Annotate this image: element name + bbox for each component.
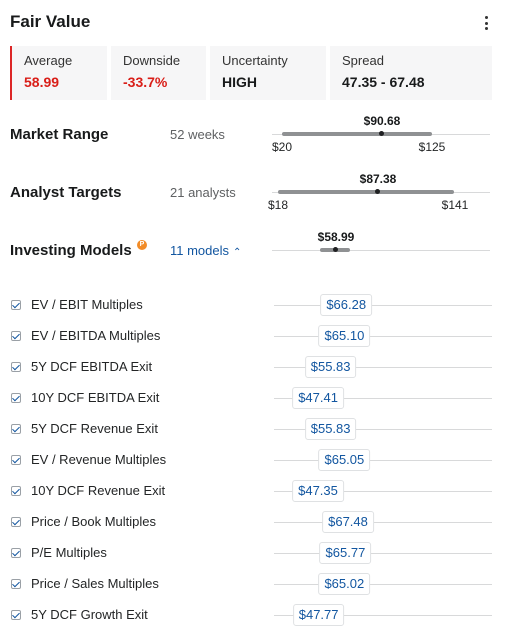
- model-track: [274, 491, 492, 492]
- stat-uncertainty: Uncertainty HIGH: [210, 46, 326, 100]
- model-name: EV / EBITDA Multiples: [31, 328, 161, 343]
- model-checkbox[interactable]: [11, 610, 21, 620]
- model-value-chip[interactable]: $65.10: [318, 325, 371, 347]
- fair-value-stats: Average 58.99 Downside -33.7% Uncertaint…: [10, 46, 492, 100]
- analyst-targets-marker: [375, 189, 380, 194]
- model-track: [274, 398, 492, 399]
- pro-badge-icon: P: [137, 240, 147, 250]
- investing-models-marker: [333, 247, 338, 252]
- investing-models-current: $58.99: [317, 230, 355, 244]
- model-value-chip[interactable]: $65.77: [319, 542, 372, 564]
- model-track: [274, 460, 492, 461]
- stat-average: Average 58.99: [10, 46, 107, 100]
- model-row: EV / EBITDA Multiples $65.10: [10, 321, 496, 352]
- model-name: Price / Book Multiples: [31, 514, 156, 529]
- market-range-bar: [282, 132, 432, 136]
- market-range-low: $20: [271, 140, 293, 154]
- kebab-menu-icon[interactable]: [480, 14, 492, 32]
- analyst-targets-label: Analyst Targets: [10, 184, 122, 201]
- fair-value-header: Fair Value: [10, 10, 496, 36]
- models-toggle[interactable]: 11 models ⌃: [170, 243, 241, 258]
- model-name: EV / Revenue Multiples: [31, 452, 167, 467]
- model-value-chip[interactable]: $47.77: [292, 604, 345, 626]
- model-checkbox[interactable]: [11, 517, 21, 527]
- model-row: Price / Book Multiples $67.48: [10, 507, 496, 538]
- model-track: [274, 584, 492, 585]
- investing-models-label: Investing Models: [10, 242, 132, 259]
- analyst-targets-current: $87.38: [359, 172, 397, 186]
- model-checkbox[interactable]: [11, 362, 21, 372]
- page-title: Fair Value: [10, 12, 91, 31]
- model-row: EV / EBIT Multiples $66.28: [10, 290, 496, 321]
- stat-downside: Downside -33.7%: [111, 46, 206, 100]
- model-checkbox[interactable]: [11, 548, 21, 558]
- analyst-targets-low: $18: [267, 198, 289, 212]
- investing-models-track: [272, 250, 490, 251]
- analyst-targets-bar: [278, 190, 454, 194]
- model-track: [274, 336, 492, 337]
- model-name: P/E Multiples: [31, 545, 107, 560]
- model-row: 5Y DCF EBITDA Exit $55.83: [10, 352, 496, 383]
- market-range-label: Market Range: [10, 126, 109, 143]
- model-value-chip[interactable]: $55.83: [304, 356, 357, 378]
- market-range-current: $90.68: [363, 114, 401, 128]
- model-value-chip[interactable]: $66.28: [320, 294, 373, 316]
- model-checkbox[interactable]: [11, 579, 21, 589]
- models-count: 11 models: [170, 243, 230, 258]
- analyst-count: 21 analysts: [170, 185, 236, 200]
- model-row: Price / Sales Multiples $65.02: [10, 569, 496, 600]
- model-checkbox[interactable]: [11, 331, 21, 341]
- model-track: [274, 522, 492, 523]
- model-row: 10Y DCF EBITDA Exit $47.41: [10, 383, 496, 414]
- model-checkbox[interactable]: [11, 393, 21, 403]
- stat-value: HIGH: [222, 74, 257, 90]
- model-value-chip[interactable]: $55.83: [304, 418, 357, 440]
- stat-label: Downside: [123, 53, 181, 68]
- stat-value: 58.99: [24, 74, 60, 90]
- model-track: [274, 367, 492, 368]
- stat-label: Uncertainty: [222, 53, 288, 68]
- market-range-marker: [379, 131, 384, 136]
- model-track: [274, 615, 492, 616]
- model-row: 5Y DCF Revenue Exit $55.83: [10, 414, 496, 445]
- stat-spread: Spread 47.35 - 67.48: [330, 46, 492, 100]
- model-name: 5Y DCF Growth Exit: [31, 607, 148, 622]
- model-track: [274, 429, 492, 430]
- model-name: 5Y DCF EBITDA Exit: [31, 359, 153, 374]
- model-value-chip[interactable]: $67.48: [322, 511, 374, 533]
- model-row: 5Y DCF Growth Exit $47.77: [10, 600, 496, 631]
- model-value-chip[interactable]: $65.02: [318, 573, 371, 595]
- model-name: Price / Sales Multiples: [31, 576, 159, 591]
- model-name: 10Y DCF EBITDA Exit: [31, 390, 160, 405]
- model-value-chip[interactable]: $47.35: [292, 480, 344, 502]
- model-checkbox[interactable]: [11, 486, 21, 496]
- model-row: EV / Revenue Multiples $65.05: [10, 445, 496, 476]
- market-range-period: 52 weeks: [170, 127, 225, 142]
- model-track: [274, 553, 492, 554]
- model-name: EV / EBIT Multiples: [31, 297, 143, 312]
- model-name: 10Y DCF Revenue Exit: [31, 483, 166, 498]
- model-row: 10Y DCF Revenue Exit $47.35: [10, 476, 496, 507]
- chevron-up-icon: ⌃: [233, 247, 242, 258]
- model-name: 5Y DCF Revenue Exit: [31, 421, 158, 436]
- analyst-targets-high: $141: [441, 198, 469, 212]
- model-row: P/E Multiples $65.77: [10, 538, 496, 569]
- model-track: [274, 305, 492, 306]
- model-checkbox[interactable]: [11, 424, 21, 434]
- stat-label: Spread: [342, 53, 384, 68]
- market-range-high: $125: [418, 140, 446, 154]
- model-value-chip[interactable]: $65.05: [318, 449, 371, 471]
- stat-label: Average: [24, 53, 73, 68]
- stat-value: 47.35 - 67.48: [342, 74, 425, 90]
- model-checkbox[interactable]: [11, 300, 21, 310]
- model-checkbox[interactable]: [11, 455, 21, 465]
- stat-value: -33.7%: [123, 74, 168, 90]
- model-value-chip[interactable]: $47.41: [292, 387, 344, 409]
